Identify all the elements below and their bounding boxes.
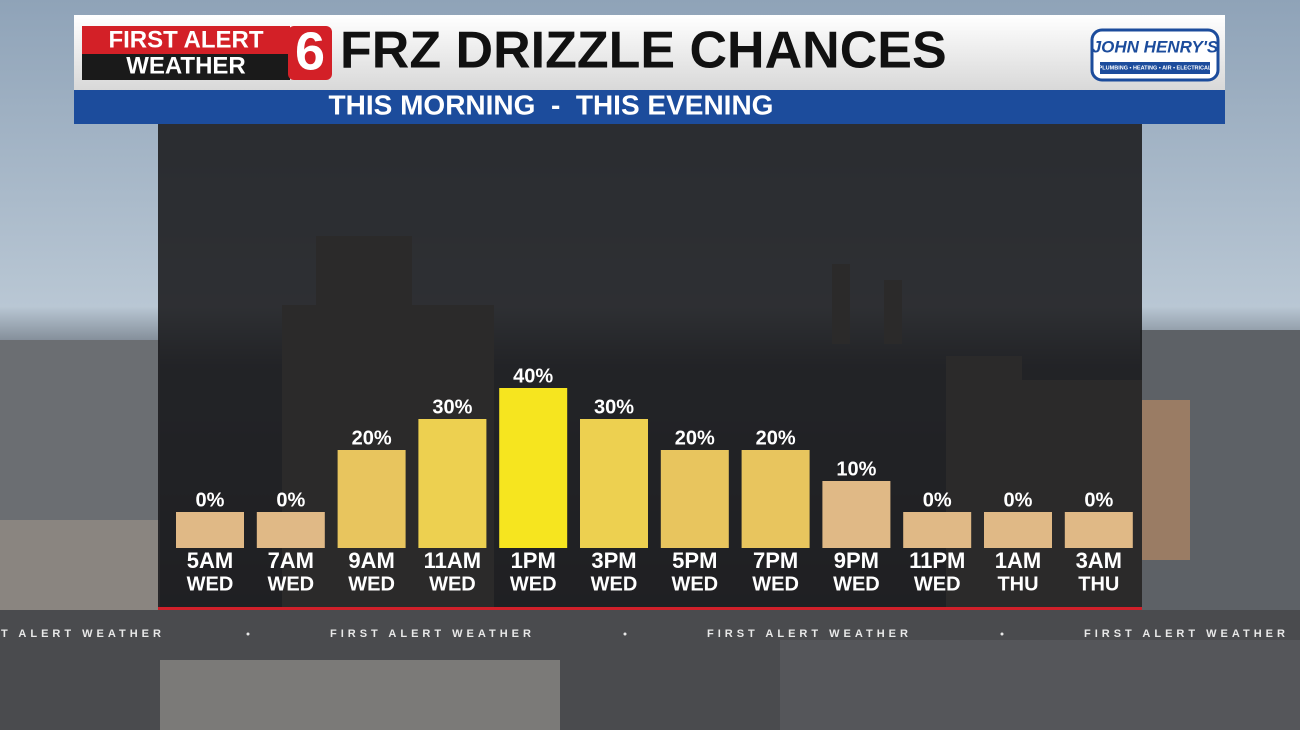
x-tick-sublabel: WED (267, 573, 314, 595)
value-label: 30% (594, 396, 634, 418)
ticker-dot (1000, 632, 1004, 636)
value-label: 20% (352, 427, 392, 449)
value-label: 0% (196, 489, 225, 511)
value-label: 40% (513, 365, 553, 387)
sponsor-name: JOHN HENRY'S (1092, 37, 1219, 56)
chart-title: FRZ DRIZZLE CHANCES (340, 22, 947, 80)
bar (903, 512, 972, 548)
bar (1064, 512, 1133, 548)
sponsor-logo: JOHN HENRY'S PLUMBING • HEATING • AIR • … (1090, 28, 1220, 82)
x-tick-label: 7PM (753, 548, 798, 573)
x-tick-sublabel: WED (429, 573, 476, 595)
sponsor-tagline: PLUMBING • HEATING • AIR • ELECTRICAL (1099, 65, 1212, 71)
brand-line1: FIRST ALERT (108, 26, 263, 53)
value-label: 0% (1004, 489, 1033, 511)
x-tick-sublabel: WED (348, 573, 395, 595)
value-label: 0% (276, 489, 305, 511)
x-tick-label: 5PM (672, 548, 717, 573)
value-label: 30% (432, 396, 472, 418)
x-tick-sublabel: WED (914, 573, 961, 595)
bar (660, 450, 729, 548)
bar (499, 388, 568, 548)
bar (337, 450, 406, 548)
bar (176, 512, 244, 548)
ticker-text: FIRST ALERT WEATHER (707, 628, 912, 640)
ticker-text: FIRST ALERT WEATHER (1084, 628, 1289, 640)
bar (984, 512, 1052, 548)
brand-channel: 6 (295, 21, 325, 81)
panel-rule (158, 607, 1142, 610)
x-tick-sublabel: THU (997, 573, 1038, 595)
x-tick-label: 1PM (511, 548, 556, 573)
value-label: 0% (1084, 489, 1113, 511)
bar (580, 419, 648, 548)
x-tick-sublabel: WED (187, 573, 234, 595)
value-label: 0% (923, 489, 952, 511)
x-tick-label: 11PM (909, 548, 965, 573)
brand-logo: FIRST ALERT WEATHER 6 (82, 21, 332, 81)
bar (418, 419, 487, 548)
ticker-dot (623, 632, 627, 636)
x-tick-label: 9AM (348, 548, 394, 573)
bar (822, 481, 891, 548)
x-tick-label: 9PM (834, 548, 879, 573)
x-tick-label: 5AM (187, 548, 233, 573)
ticker-text: FIRST ALERT WEATHER (330, 628, 535, 640)
x-tick-label: 3AM (1076, 548, 1122, 573)
value-label: 20% (675, 427, 715, 449)
ticker: FIRST ALERT WEATHER FIRST ALERT WEATHER … (0, 628, 1289, 640)
value-label: 20% (756, 427, 796, 449)
x-tick-sublabel: THU (1078, 573, 1119, 595)
brand-line2: WEATHER (126, 52, 246, 79)
x-tick-label: 7AM (268, 548, 314, 573)
bar (741, 450, 810, 548)
subheader (74, 90, 1225, 124)
x-tick-label: 11AM (424, 548, 481, 573)
value-label: 10% (836, 458, 876, 480)
x-tick-sublabel: WED (752, 573, 799, 595)
ticker-dot (246, 632, 250, 636)
x-tick-sublabel: WED (833, 573, 880, 595)
x-tick-sublabel: WED (591, 573, 638, 595)
x-tick-label: 1AM (995, 548, 1041, 573)
ticker-text: FIRST ALERT WEATHER (0, 628, 165, 640)
x-tick-sublabel: WED (510, 573, 557, 595)
x-tick-label: 3PM (591, 548, 636, 573)
bar (256, 512, 325, 548)
chart-subtitle: THIS MORNING - THIS EVENING (329, 89, 774, 120)
x-tick-sublabel: WED (671, 573, 718, 595)
